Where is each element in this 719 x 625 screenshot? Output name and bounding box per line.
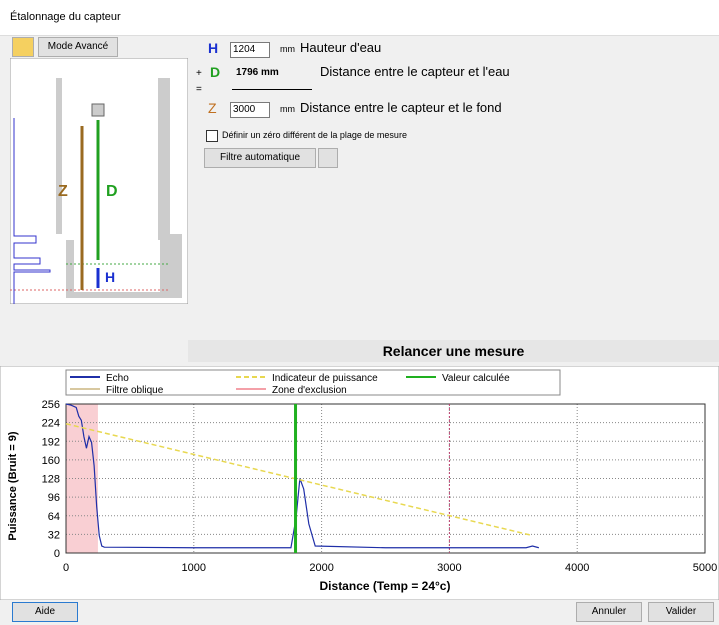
filter-button[interactable]: Filtre automatique — [204, 148, 316, 168]
equals-sign: = — [196, 84, 202, 95]
diagram: Z D H — [10, 58, 188, 304]
legend-label: Zone d'exclusion — [272, 385, 347, 396]
y-tick-label: 256 — [42, 399, 60, 411]
checkbox[interactable] — [206, 130, 218, 142]
z-letter: Z — [208, 100, 217, 116]
y-tick-label: 128 — [42, 474, 60, 486]
window-title: Étalonnage du capteur — [10, 11, 121, 23]
d-value: 1796 mm — [236, 67, 279, 78]
tank-well — [74, 240, 160, 292]
x-tick-label: 4000 — [565, 562, 589, 574]
legend-label: Valeur calculée — [442, 373, 510, 384]
y-tick-label: 160 — [42, 455, 60, 467]
y-axis-label: Puissance (Bruit = 9) — [7, 431, 19, 540]
mode-button[interactable]: Mode Avancé — [38, 37, 118, 57]
legend-label: Indicateur de puissance — [272, 373, 378, 384]
title-bar: Étalonnage du capteur — [0, 0, 719, 36]
z-unit: mm — [280, 104, 295, 114]
cancel-button[interactable]: Annuler — [576, 602, 642, 622]
checkbox-label: Définir un zéro différent de la plage de… — [222, 130, 407, 140]
y-tick-label: 64 — [48, 511, 60, 523]
y-tick-label: 0 — [54, 548, 60, 560]
d-letter: D — [210, 64, 220, 80]
x-tick-label: 1000 — [182, 562, 206, 574]
x-tick-label: 0 — [63, 562, 69, 574]
key-button[interactable] — [12, 37, 34, 57]
clear-button[interactable] — [318, 148, 338, 168]
plus-sign: + — [196, 68, 202, 79]
z-input[interactable]: 3000 — [230, 102, 270, 118]
y-tick-label: 192 — [42, 436, 60, 448]
y-tick-label: 224 — [42, 418, 60, 430]
remeasure-button[interactable]: Relancer une mesure — [188, 340, 719, 362]
h-label: Hauteur d'eau — [300, 40, 381, 55]
y-tick-label: 96 — [48, 492, 60, 504]
h-unit: mm — [280, 44, 295, 54]
legend-label: Echo — [106, 373, 129, 384]
x-tick-label: 3000 — [437, 562, 461, 574]
page: Étalonnage du capteur Mode Avancé Z D H … — [0, 0, 719, 625]
h-input[interactable]: 1204 — [230, 42, 270, 58]
tank-inner — [62, 78, 158, 240]
z-label: Distance entre le capteur et le fond — [300, 100, 502, 115]
legend-label: Filtre oblique — [106, 385, 164, 396]
d-label: Distance entre le capteur et l'eau — [320, 64, 510, 79]
diagram-h: H — [105, 269, 115, 285]
y-tick-label: 32 — [48, 529, 60, 541]
chart-frame — [0, 366, 719, 600]
chart: Puissance (Bruit = 9) Distance (Temp = 2… — [0, 366, 719, 600]
x-axis-label: Distance (Temp = 24°c) — [320, 579, 451, 593]
sensor — [92, 104, 104, 116]
diagram-d: D — [106, 183, 118, 200]
diagram-z: Z — [58, 183, 68, 200]
h-letter: H — [208, 40, 218, 56]
validate-button[interactable]: Valider — [648, 602, 714, 622]
help-button[interactable]: Aide — [12, 602, 78, 622]
separator — [232, 89, 312, 90]
x-tick-label: 5000 — [693, 562, 717, 574]
x-tick-label: 2000 — [309, 562, 333, 574]
